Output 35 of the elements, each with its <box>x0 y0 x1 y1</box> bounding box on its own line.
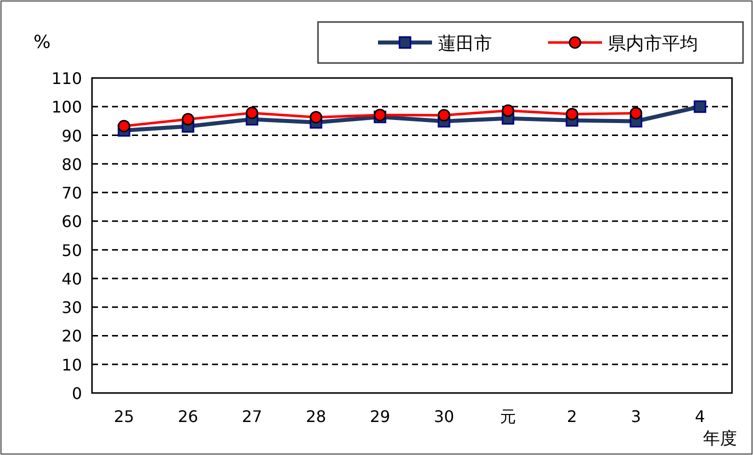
x-tick-label: 30 <box>434 407 454 426</box>
x-tick-label: 4 <box>694 407 706 426</box>
point <box>438 108 450 122</box>
y-tick-label: 90 <box>62 126 82 146</box>
y-tick-label: 20 <box>62 326 82 346</box>
y-tick-label: 70 <box>62 184 82 203</box>
y-tick-label: 30 <box>62 298 82 318</box>
point <box>694 100 706 113</box>
x-tick-label: 29 <box>370 407 390 426</box>
y-tick-label: 10 <box>62 355 82 374</box>
legend-label: 蓮田市 <box>438 34 492 54</box>
x-tick-label: 2 <box>566 407 578 426</box>
x-tick-label: 3 <box>630 407 642 426</box>
x-tick-label: 25 <box>114 407 134 426</box>
point <box>246 106 258 120</box>
x-axis-title: 年度 <box>703 429 737 449</box>
y-tick-label: 0 <box>72 384 82 403</box>
y-tick-label: 110 <box>51 69 82 88</box>
point <box>502 104 514 117</box>
point <box>182 112 194 126</box>
legend-label: 県内市平均 <box>608 34 698 54</box>
point <box>310 110 322 124</box>
y-tick-label: 60 <box>62 212 82 232</box>
y-tick-label: 50 <box>62 240 82 260</box>
y-tick-label: 40 <box>62 269 82 288</box>
x-tick-label: 28 <box>306 407 326 426</box>
point <box>630 106 642 120</box>
x-tick-label: 27 <box>242 407 262 426</box>
point <box>118 120 130 132</box>
y-axis-title: % <box>33 32 51 53</box>
y-tick-label: 100 <box>51 98 82 117</box>
y-tick-label: 80 <box>62 154 82 174</box>
point <box>566 108 578 120</box>
x-tick-label: 元 <box>500 407 516 426</box>
x-tick-label: 26 <box>178 407 198 426</box>
